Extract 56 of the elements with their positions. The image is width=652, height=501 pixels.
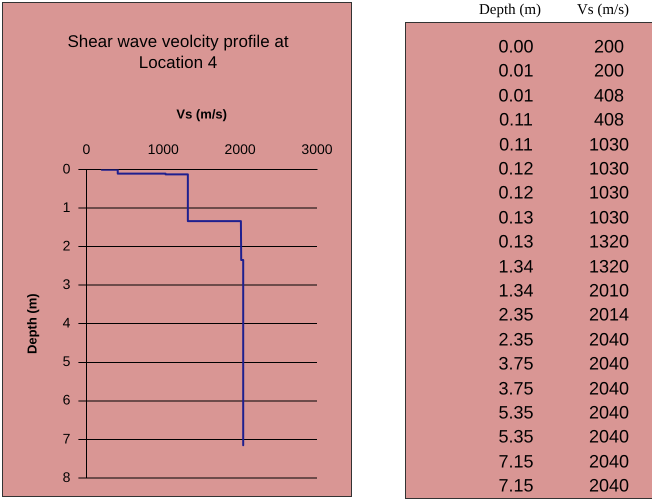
text: 0.13 bbox=[498, 232, 534, 253]
chart-title: Shear wave veolcity profile at Location 4 bbox=[66, 31, 290, 73]
y-axis-title: Depth (m) bbox=[24, 293, 40, 354]
text: 2040 bbox=[588, 426, 630, 448]
text: 3.75 bbox=[498, 354, 534, 375]
text: 1.34 bbox=[498, 280, 534, 302]
text: 200 bbox=[594, 60, 624, 82]
text: 200 bbox=[594, 36, 624, 58]
text: 0.13 bbox=[498, 207, 534, 228]
text: 1030 bbox=[588, 158, 630, 180]
text: 2040 bbox=[588, 354, 630, 375]
y-tick-label: 7 bbox=[62, 430, 71, 446]
y-tick-label: 1 bbox=[62, 198, 71, 215]
text: 0.11 bbox=[499, 110, 533, 131]
x-tick-label: 2000 bbox=[224, 140, 256, 157]
text: 2040 bbox=[588, 329, 630, 350]
text: 1030 bbox=[588, 134, 630, 156]
text: 2040 bbox=[588, 402, 630, 424]
y-tick-label: 6 bbox=[62, 392, 71, 408]
y-tick-label: 0 bbox=[62, 160, 71, 176]
text: 1030 bbox=[588, 207, 630, 228]
text: 3.75 bbox=[498, 378, 534, 400]
x-tick-label: 3000 bbox=[301, 140, 333, 157]
text: 2040 bbox=[588, 451, 630, 472]
text: 2.35 bbox=[498, 329, 534, 350]
text: 1320 bbox=[588, 232, 630, 253]
text: 408 bbox=[594, 110, 624, 131]
text: 408 bbox=[594, 85, 624, 106]
text: 2014 bbox=[588, 304, 630, 326]
text: Vs (m/s) bbox=[576, 2, 630, 19]
y-tick-label: 3 bbox=[62, 276, 71, 292]
text: 7.15 bbox=[498, 476, 534, 497]
x-tick-label: 1000 bbox=[148, 140, 180, 157]
text: 7.15 bbox=[498, 451, 534, 472]
y-tick-label: 2 bbox=[62, 237, 71, 254]
y-tick-label: 5 bbox=[62, 353, 71, 370]
text: 2040 bbox=[588, 476, 630, 497]
text: 5.35 bbox=[498, 402, 534, 424]
text: 0.00 bbox=[498, 36, 534, 58]
text: 0.11 bbox=[499, 134, 533, 156]
text: 0.01 bbox=[498, 85, 534, 106]
text: 1.34 bbox=[498, 256, 534, 278]
x-tick-label: 0 bbox=[82, 140, 90, 157]
text: 5.35 bbox=[498, 426, 534, 448]
y-tick-label: 4 bbox=[62, 314, 71, 331]
x-axis-title: Vs (m/s) bbox=[176, 106, 227, 122]
text: 0.12 bbox=[498, 158, 534, 180]
text: 0.12 bbox=[498, 182, 534, 204]
text: 0.01 bbox=[498, 60, 534, 82]
text: Depth (m) bbox=[478, 2, 542, 19]
text: 2040 bbox=[588, 378, 630, 400]
y-tick-label: 8 bbox=[62, 468, 71, 485]
text: 1320 bbox=[588, 256, 630, 278]
text: 2.35 bbox=[498, 304, 534, 326]
text: 2010 bbox=[588, 280, 630, 302]
text: 1030 bbox=[588, 182, 630, 204]
